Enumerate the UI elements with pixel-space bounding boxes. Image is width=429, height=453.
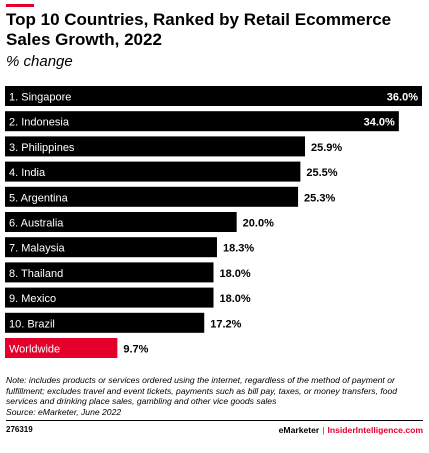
bar-group: 8. Thailand 18.0%	[5, 262, 251, 283]
bar	[5, 86, 422, 106]
bar	[5, 161, 301, 182]
value-label: 36.0%	[387, 92, 418, 104]
chart-id: 276319	[6, 425, 33, 434]
bar	[5, 262, 214, 283]
bar-group: 2. Indonesia 34.0%	[5, 111, 399, 132]
value-label: 18.0%	[220, 268, 251, 280]
value-label: 18.0%	[220, 293, 251, 305]
bar-group: 7. Malaysia 18.3%	[5, 237, 254, 258]
chart-subtitle: % change	[6, 53, 73, 70]
bar-group: 9. Mexico 18.0%	[5, 287, 251, 308]
chart-title: Top 10 Countries, Ranked by Retail Ecomm…	[6, 10, 392, 49]
bar-group: 1. Singapore 36.0%	[5, 86, 422, 106]
bar	[5, 237, 217, 258]
bar	[5, 186, 299, 207]
value-label: 34.0%	[364, 117, 395, 129]
value-label: 25.5%	[306, 167, 337, 179]
chart-note: Note: includes products or services orde…	[6, 375, 424, 417]
bar	[5, 212, 237, 232]
category-label: 2. Indonesia	[9, 117, 70, 129]
category-label: 4. India	[9, 167, 46, 179]
category-label: 8. Thailand	[9, 268, 63, 280]
note-text: Note: includes products or services orde…	[6, 375, 398, 407]
footer-credits: eMarketer | InsiderIntelligence.com	[279, 425, 423, 435]
category-label: 6. Australia	[9, 218, 64, 230]
bar	[5, 111, 399, 132]
category-label: Worldwide	[9, 344, 60, 356]
bar-group: 10. Brazil 17.2%	[5, 312, 242, 333]
bar	[5, 287, 214, 308]
site-link[interactable]: InsiderIntelligence.com	[327, 425, 423, 435]
value-label: 25.3%	[304, 192, 335, 204]
value-label: 17.2%	[210, 318, 241, 330]
value-label: 25.9%	[311, 142, 342, 154]
value-label: 20.0%	[243, 218, 274, 230]
category-label: 9. Mexico	[9, 293, 56, 305]
bar	[5, 338, 118, 358]
bar-group: 3. Philippines 25.9%	[5, 136, 342, 157]
category-label: 5. Argentina	[9, 192, 69, 204]
footer-separator: |	[322, 425, 325, 435]
bar-group: 6. Australia 20.0%	[5, 212, 274, 232]
brand-name: eMarketer	[278, 425, 320, 435]
value-label: 18.3%	[223, 243, 254, 255]
category-label: 10. Brazil	[9, 318, 55, 330]
footer-divider	[6, 420, 423, 421]
bar	[5, 136, 306, 157]
category-label: 3. Philippines	[9, 142, 75, 154]
category-label: 7. Malaysia	[9, 243, 66, 255]
bar-group: Worldwide 9.7%	[5, 338, 149, 358]
bar	[5, 312, 205, 333]
category-label: 1. Singapore	[9, 92, 71, 104]
accent-bar	[6, 4, 34, 7]
source-text: Source: eMarketer, June 2022	[6, 406, 122, 417]
value-label: 9.7%	[123, 344, 148, 356]
bar-group: 4. India 25.5%	[5, 161, 338, 182]
bar-group: 5. Argentina 25.3%	[5, 186, 335, 207]
